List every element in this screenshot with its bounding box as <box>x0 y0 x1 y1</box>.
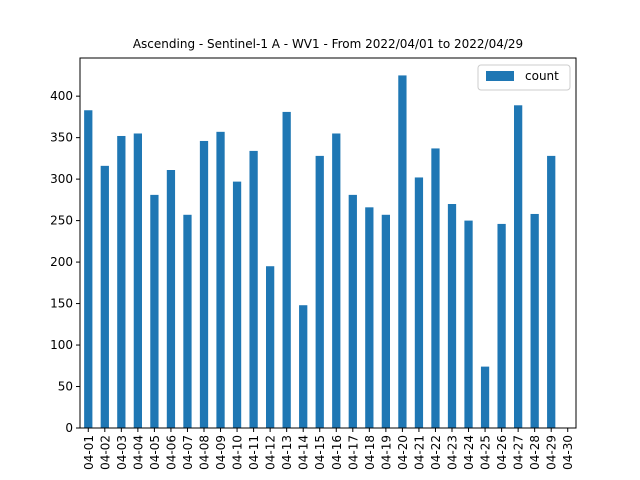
x-tick-label: 04-28 <box>528 435 542 470</box>
bars-layer <box>84 75 556 429</box>
x-tick-label: 04-04 <box>131 435 145 470</box>
y-axis-ticks: 0 50 100 150 200 250 300 350 400 <box>50 89 80 435</box>
x-tick-label: 04-23 <box>446 435 460 470</box>
y-tick-label: 100 <box>50 338 73 352</box>
bar-04-23 <box>447 204 457 428</box>
bar-04-06 <box>166 170 176 428</box>
x-tick-label: 04-25 <box>479 435 493 470</box>
x-tick-label: 04-20 <box>396 435 410 470</box>
x-tick-label: 04-22 <box>429 435 443 470</box>
bar-04-08 <box>199 140 209 428</box>
x-tick-label: 04-03 <box>115 435 129 470</box>
x-tick-label: 04-07 <box>181 435 195 470</box>
x-tick-label: 04-15 <box>313 435 327 470</box>
x-tick-label: 04-17 <box>346 435 360 470</box>
bar-04-10 <box>232 181 242 428</box>
y-tick-label: 400 <box>50 89 73 103</box>
bar-04-15 <box>315 155 324 428</box>
bar-04-17 <box>348 194 357 428</box>
bar-04-20 <box>398 75 407 429</box>
bar-04-13 <box>282 111 291 429</box>
bar-04-29 <box>547 155 556 428</box>
x-tick-label: 04-13 <box>280 435 294 470</box>
plot-frame <box>79 57 577 429</box>
x-tick-label: 04-27 <box>512 435 526 470</box>
bar-04-21 <box>414 177 424 428</box>
bar-04-09 <box>216 131 225 428</box>
x-tick-label: 04-11 <box>247 435 261 470</box>
bar-04-24 <box>464 220 473 428</box>
bar-04-03 <box>117 135 126 429</box>
y-tick-label: 350 <box>50 131 73 145</box>
bar-04-11 <box>249 150 258 428</box>
x-tick-label: 04-19 <box>379 435 393 470</box>
x-tick-label: 04-16 <box>330 435 344 470</box>
x-tick-label: 04-05 <box>148 435 162 470</box>
y-tick-label: 50 <box>58 380 73 394</box>
bar-04-04 <box>133 133 142 429</box>
bar-04-12 <box>266 266 275 428</box>
x-tick-label: 04-29 <box>545 435 559 470</box>
bar-04-25 <box>480 366 490 428</box>
bar-04-01 <box>84 110 93 428</box>
x-tick-label: 04-26 <box>495 435 509 470</box>
bar-04-02 <box>100 165 109 428</box>
x-tick-label: 04-18 <box>363 435 377 470</box>
bar-04-14 <box>299 305 308 428</box>
x-tick-label: 04-08 <box>198 435 212 470</box>
x-tick-label: 04-02 <box>98 435 112 470</box>
bar-04-07 <box>183 214 192 428</box>
bar-04-22 <box>431 148 440 428</box>
bar-04-18 <box>365 207 374 428</box>
legend: count <box>477 64 571 91</box>
bar-04-27 <box>514 105 523 428</box>
legend-label: count <box>525 69 559 83</box>
chart-title: Ascending - Sentinel-1 A - WV1 - From 20… <box>133 37 523 51</box>
x-tick-label: 04-10 <box>231 435 245 470</box>
x-tick-label: 04-01 <box>82 435 96 470</box>
x-tick-label: 04-24 <box>462 435 476 470</box>
y-tick-label: 200 <box>50 255 73 269</box>
y-tick-label: 150 <box>50 297 73 311</box>
x-tick-label: 04-06 <box>164 435 178 470</box>
bar-04-28 <box>530 213 539 428</box>
x-tick-label: 04-21 <box>412 435 426 470</box>
x-tick-label: 04-30 <box>561 435 575 470</box>
bar-04-19 <box>381 214 390 428</box>
x-tick-label: 04-09 <box>214 435 228 470</box>
bar-04-26 <box>497 223 506 428</box>
y-tick-label: 0 <box>65 421 73 435</box>
legend-swatch <box>486 71 514 81</box>
x-tick-label: 04-14 <box>297 435 311 470</box>
bar-04-05 <box>150 194 159 428</box>
y-tick-label: 250 <box>50 214 73 228</box>
y-tick-label: 300 <box>50 172 73 186</box>
x-tick-label: 04-12 <box>264 435 278 470</box>
bar-04-16 <box>332 133 341 429</box>
x-axis-ticks: 04-01 04-02 04-03 04-04 04-05 04-06 04-07 04-08… <box>82 428 575 470</box>
